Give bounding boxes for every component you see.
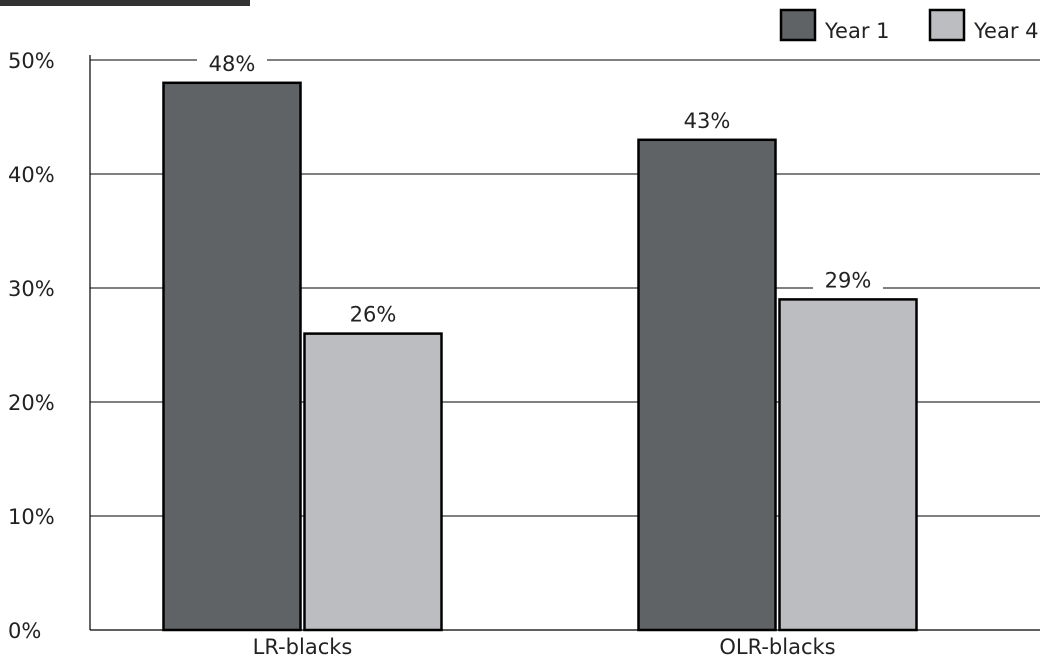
data-labels: 48% 26% 43% 29% (197, 48, 883, 328)
bar-year-1-olr-blacks (637, 138, 777, 632)
data-label-background (672, 105, 742, 134)
y-tick-label: 40% (8, 163, 55, 187)
bar-year-1-lr-blacks (162, 81, 302, 632)
bar-year-4-olr-blacks (778, 298, 918, 632)
y-tick-label: 10% (8, 505, 55, 529)
category-label: LR-blacks (253, 635, 353, 657)
bars (162, 81, 918, 632)
legend-swatch-year-4 (928, 8, 966, 42)
y-tick-label: 20% (8, 391, 55, 415)
legend: Year 1 Year 4 (779, 8, 1039, 43)
legend-swatch-year-1 (779, 8, 817, 42)
data-label: 29% (825, 268, 872, 292)
y-tick-label: 50% (8, 49, 55, 73)
data-label-background (813, 265, 883, 294)
legend-label-year-1: Year 1 (824, 19, 890, 43)
data-label: 26% (350, 303, 397, 327)
chart-title-cropped (0, 0, 250, 6)
data-label-background (197, 48, 267, 77)
category-labels: LR-blacks OLR-blacks (253, 635, 836, 657)
data-label-background (338, 299, 408, 328)
y-axis-ticks: 0% 10% 20% 30% 40% 50% (8, 49, 55, 643)
data-label: 43% (684, 109, 731, 133)
category-label: OLR-blacks (719, 635, 835, 657)
bar-year-4-lr-blacks (303, 332, 443, 632)
legend-label-year-4: Year 4 (973, 19, 1039, 43)
data-label: 48% (209, 52, 256, 76)
y-tick-label: 0% (8, 619, 41, 643)
y-tick-label: 30% (8, 277, 55, 301)
